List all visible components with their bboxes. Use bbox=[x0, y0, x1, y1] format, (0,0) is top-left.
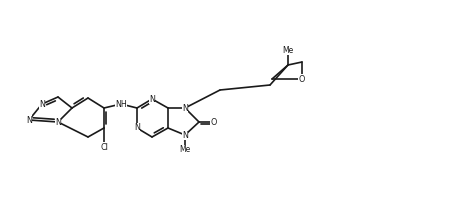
Text: N: N bbox=[149, 94, 155, 104]
Text: O: O bbox=[298, 75, 305, 83]
Text: N: N bbox=[39, 99, 45, 109]
Text: N: N bbox=[181, 104, 188, 112]
Text: N: N bbox=[134, 124, 140, 133]
Text: N: N bbox=[26, 116, 32, 124]
Text: Me: Me bbox=[282, 46, 293, 54]
Text: Me: Me bbox=[179, 145, 190, 155]
Text: NH: NH bbox=[115, 99, 126, 109]
Text: O: O bbox=[210, 118, 217, 126]
Text: N: N bbox=[181, 131, 188, 140]
Text: N: N bbox=[55, 118, 61, 126]
Text: Cl: Cl bbox=[100, 143, 108, 152]
